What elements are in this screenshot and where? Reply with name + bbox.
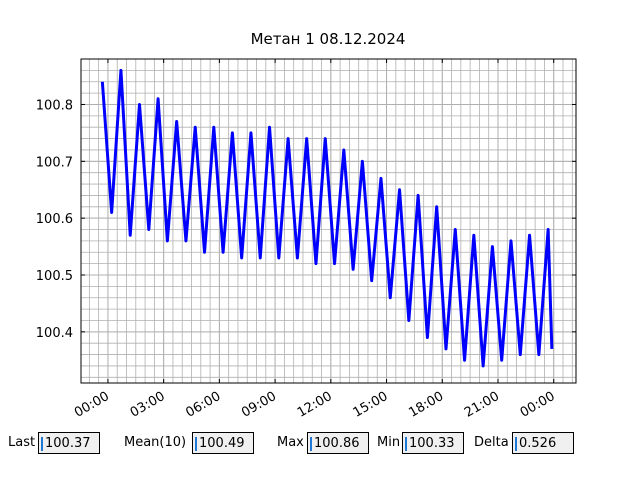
x-tick-label: 06:00 bbox=[183, 389, 223, 421]
x-tick-label: 21:00 bbox=[462, 389, 502, 421]
y-tick-label: 100.5 bbox=[36, 269, 73, 284]
x-tick-label: 00:00 bbox=[518, 389, 558, 421]
y-tick-label: 100.8 bbox=[36, 98, 73, 113]
stat-label: Mean(10) bbox=[124, 435, 187, 450]
chart-title: Метан 1 08.12.2024 bbox=[251, 30, 406, 48]
y-tick-label: 100.7 bbox=[36, 155, 73, 170]
axes-frame bbox=[80, 58, 577, 384]
x-tick-label: 15:00 bbox=[351, 389, 391, 421]
stat-label: Max bbox=[277, 435, 304, 450]
x-tick-label: 18:00 bbox=[406, 389, 446, 421]
chart: Метан 1 08.12.2024 100.4 100.5 100.6 100.7 1… bbox=[36, 30, 577, 421]
x-tick-label: 03:00 bbox=[128, 389, 168, 421]
stat-label: Min bbox=[377, 435, 401, 450]
stat-field[interactable]: 100.37 bbox=[38, 432, 100, 454]
data-line bbox=[100, 68, 554, 368]
y-tick-label: 100.4 bbox=[36, 326, 73, 341]
stat-label: Last bbox=[8, 435, 36, 450]
stat-field[interactable]: 100.86 bbox=[307, 432, 369, 454]
stat-field[interactable]: 100.49 bbox=[192, 432, 254, 454]
x-tick-label: 00:00 bbox=[72, 389, 112, 421]
stat-field[interactable]: 0.526 bbox=[512, 432, 574, 454]
stat-field[interactable]: 100.33 bbox=[402, 432, 464, 454]
stat-label: Delta bbox=[474, 435, 509, 450]
x-tick-label: 09:00 bbox=[239, 389, 279, 421]
y-tick-label: 100.6 bbox=[36, 212, 73, 227]
x-tick-label: 12:00 bbox=[295, 389, 335, 421]
